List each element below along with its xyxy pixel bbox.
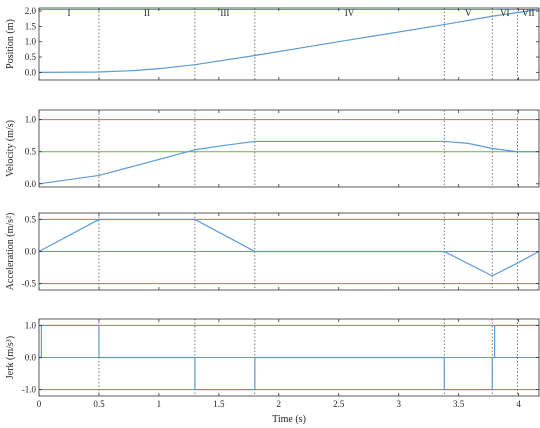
data-series-line xyxy=(39,324,539,391)
panel-2: 0.0 0.5 1.0 Velocity (m/s) xyxy=(5,109,540,189)
y-tick-label: -1.0 xyxy=(22,385,37,395)
y-tick-label: 0.5 xyxy=(25,214,37,224)
x-tick-label: 1.5 xyxy=(213,399,225,409)
y-axis-label: Acceleration (m/s²) xyxy=(5,213,16,291)
y-tick-label: 0.0 xyxy=(25,179,37,189)
y-tick-label: 0.0 xyxy=(25,67,37,77)
x-tick-label: 3.5 xyxy=(453,399,465,409)
phase-label: VI xyxy=(500,8,510,18)
y-tick-label: 0.5 xyxy=(25,52,37,62)
x-tick-label: 2 xyxy=(277,399,282,409)
y-tick-label: 2.0 xyxy=(25,6,37,16)
y-tick-label: 1.0 xyxy=(25,37,37,47)
y-tick-label: 0.5 xyxy=(25,147,37,157)
y-tick-label: 0.0 xyxy=(25,247,37,257)
x-tick-label: 1 xyxy=(157,399,162,409)
x-tick-label: 4 xyxy=(516,399,521,409)
plot-frame xyxy=(38,7,540,81)
y-tick-label: 0.0 xyxy=(25,353,37,363)
panel-4: -1.0 0.0 1.0 0 0.5 1 1.5 2 2.5 3 3.5 4 Jerk (m/s³) xyxy=(5,318,540,409)
data-series-line xyxy=(38,218,540,277)
y-tick-label: 1.0 xyxy=(25,115,37,125)
y-tick-label: 1.5 xyxy=(25,21,37,31)
x-tick-label: 0.5 xyxy=(93,399,105,409)
y-axis-label: Jerk (m/s³) xyxy=(5,336,16,379)
x-tick-label: 0 xyxy=(37,399,42,409)
phase-label: II xyxy=(144,8,150,18)
plot-frame xyxy=(38,109,540,188)
data-series-line xyxy=(38,140,539,185)
phase-label: VII xyxy=(522,8,535,18)
phase-label: I xyxy=(67,8,70,18)
x-tick-label: 3 xyxy=(396,399,401,409)
x-tick-label: 2.5 xyxy=(333,399,345,409)
y-axis-label: Position (m) xyxy=(5,19,16,69)
y-tick-label: -0.5 xyxy=(22,279,37,289)
y-tick-label: 1.0 xyxy=(25,320,37,330)
phase-label: IV xyxy=(345,8,355,18)
panel-3: -0.5 0.0 0.5 Acceleration (m/s²) xyxy=(5,212,540,291)
x-axis-label: Time (s) xyxy=(272,414,306,425)
phase-label: III xyxy=(220,8,229,18)
y-axis-label: Velocity (m/s) xyxy=(5,120,16,177)
phase-label: V xyxy=(465,8,472,18)
data-series-line xyxy=(38,8,540,73)
